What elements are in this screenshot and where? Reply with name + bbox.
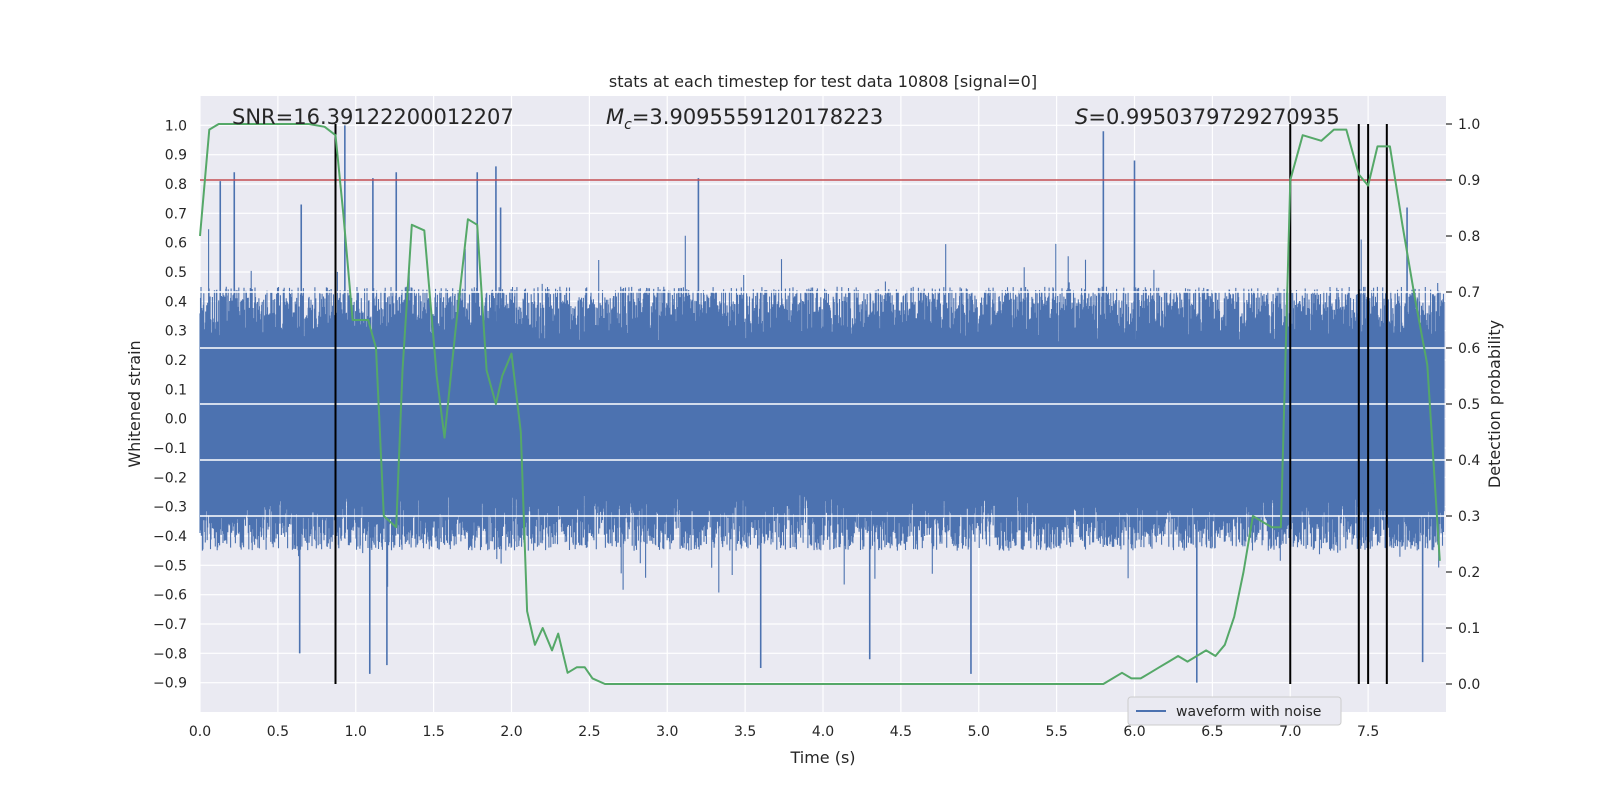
s-annotation: S=0.9950379729270935 bbox=[1075, 105, 1340, 129]
y2-tick-label: 0.4 bbox=[1458, 453, 1480, 469]
legend: waveform with noise bbox=[1127, 696, 1342, 726]
s-value: =0.9950379729270935 bbox=[1088, 105, 1339, 129]
x-tick-label: 1.5 bbox=[422, 724, 444, 740]
x-tick-label: 6.5 bbox=[1201, 724, 1223, 740]
y2-ticks: 1.0 0.9 0.8 0.7 0.6 0.5 0.4 0.3 0.2 0.1 0.0 bbox=[1446, 117, 1480, 693]
y-tick-label: 1.0 bbox=[165, 118, 187, 134]
x-tick-label: 3.0 bbox=[656, 724, 678, 740]
mc-value: =3.9095559120178223 bbox=[632, 105, 883, 129]
x-tick-label: 4.5 bbox=[890, 724, 912, 740]
waveform-core bbox=[200, 354, 1444, 484]
y-tick-label: 0.0 bbox=[165, 412, 187, 428]
x-tick-label: 5.0 bbox=[968, 724, 990, 740]
x-tick-label: 0.5 bbox=[267, 724, 289, 740]
x-tick-label: 2.0 bbox=[500, 724, 522, 740]
y-tick-label: −0.3 bbox=[153, 500, 187, 516]
y-tick-label: −0.5 bbox=[153, 558, 187, 574]
snr-annotation: SNR=16.39122200012207 bbox=[232, 105, 514, 129]
y-tick-label: 0.3 bbox=[165, 324, 187, 340]
y2-tick-label: 0.7 bbox=[1458, 285, 1480, 301]
y-tick-label: 0.5 bbox=[165, 265, 187, 281]
mc-symbol: M bbox=[606, 105, 624, 129]
y-tick-label: −0.4 bbox=[153, 529, 187, 545]
y-tick-label: −0.6 bbox=[153, 588, 187, 604]
y2-axis-label: Detection probability bbox=[1485, 320, 1504, 488]
y-ticks: 1.0 0.9 0.8 0.7 0.6 0.5 0.4 0.3 0.2 0.1 0.0 −0.1 −0.… bbox=[153, 118, 187, 691]
x-tick-label: 0.0 bbox=[189, 724, 211, 740]
x-tick-label: 7.0 bbox=[1279, 724, 1301, 740]
mc-annotation: Mc=3.9095559120178223 bbox=[606, 105, 883, 133]
mc-subscript: c bbox=[624, 117, 632, 133]
y-axis-label: Whitened strain bbox=[125, 340, 144, 467]
y-tick-label: −0.9 bbox=[153, 676, 187, 692]
y-tick-label: 0.9 bbox=[165, 148, 187, 164]
y-tick-label: 0.8 bbox=[165, 177, 187, 193]
y2-tick-label: 0.0 bbox=[1458, 677, 1480, 693]
x-tick-label: 7.5 bbox=[1357, 724, 1379, 740]
chart-title: stats at each timestep for test data 108… bbox=[609, 72, 1037, 91]
y-tick-label: 0.6 bbox=[165, 236, 187, 252]
x-axis-label: Time (s) bbox=[789, 748, 855, 767]
legend-entry-waveform: waveform with noise bbox=[1176, 704, 1321, 720]
x-tick-label: 6.0 bbox=[1123, 724, 1145, 740]
y2-tick-label: 0.3 bbox=[1458, 509, 1480, 525]
x-tick-label: 3.5 bbox=[734, 724, 756, 740]
y2-tick-label: 0.9 bbox=[1458, 173, 1480, 189]
x-tick-label: 1.0 bbox=[345, 724, 367, 740]
x-ticks: 0.0 0.5 1.0 1.5 2.0 2.5 3.0 3.5 4.0 4.5 5.0 5.5 6.0 6… bbox=[189, 724, 1379, 740]
waveform-series bbox=[199, 125, 1446, 683]
y-tick-label: −0.1 bbox=[153, 441, 187, 457]
x-tick-label: 5.5 bbox=[1045, 724, 1067, 740]
y2-tick-label: 0.5 bbox=[1458, 397, 1480, 413]
y2-tick-label: 0.8 bbox=[1458, 229, 1480, 245]
probability-line bbox=[199, 123, 1441, 685]
y2-tick-label: 0.2 bbox=[1458, 565, 1480, 581]
y-tick-label: 0.2 bbox=[165, 353, 187, 369]
y-tick-label: −0.2 bbox=[153, 470, 187, 486]
y-tick-label: 0.7 bbox=[165, 206, 187, 222]
probability-series bbox=[199, 123, 1441, 685]
x-tick-label: 2.5 bbox=[578, 724, 600, 740]
y-tick-label: 0.4 bbox=[165, 294, 187, 310]
y2-tick-label: 0.1 bbox=[1458, 621, 1480, 637]
y2-tick-label: 0.6 bbox=[1458, 341, 1480, 357]
y-tick-label: −0.8 bbox=[153, 646, 187, 662]
legend-box bbox=[1127, 696, 1342, 726]
y-tick-label: −0.7 bbox=[153, 617, 187, 633]
s-symbol: S bbox=[1075, 105, 1088, 129]
y2-tick-label: 1.0 bbox=[1458, 117, 1480, 133]
x-tick-label: 4.0 bbox=[812, 724, 834, 740]
y-tick-label: 0.1 bbox=[165, 382, 187, 398]
